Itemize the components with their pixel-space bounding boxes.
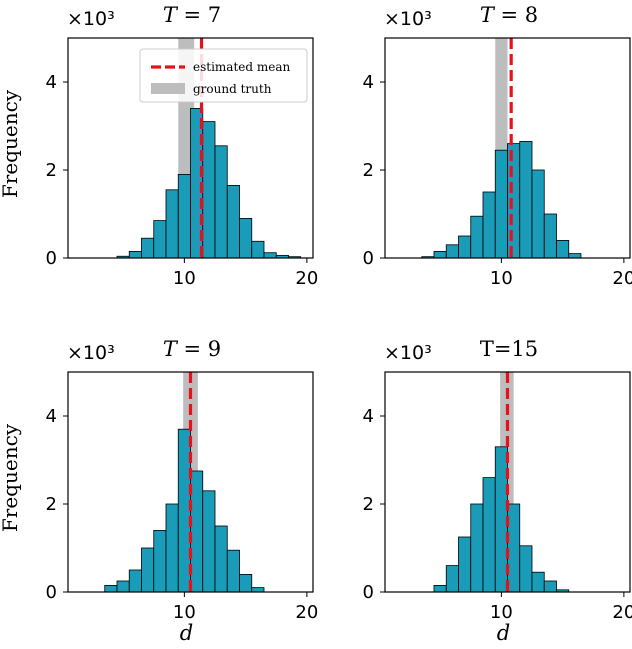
legend-ground-truth-label: ground truth — [193, 82, 272, 96]
axes-frame — [384, 371, 631, 593]
x-tick-label: 10 — [490, 602, 513, 623]
histogram-bar — [165, 503, 179, 593]
histogram-bar — [128, 569, 142, 593]
legend-ground-truth-swatch — [151, 83, 185, 94]
histogram-bar — [433, 585, 447, 593]
y-tick-label: 2 — [46, 494, 57, 515]
y-axis-label: Frequency — [0, 89, 22, 198]
histogram-bar — [251, 240, 265, 259]
histogram-bar — [507, 143, 521, 259]
x-tick-label: 20 — [612, 602, 632, 623]
histogram-bar — [202, 121, 216, 259]
y-tick-label: 2 — [46, 160, 57, 181]
histogram-bar — [556, 239, 570, 259]
x-tick-label: 20 — [295, 602, 318, 623]
x-tick-label: 10 — [173, 602, 196, 623]
histogram-bar — [482, 477, 496, 593]
y-tick-label: 4 — [363, 72, 374, 93]
histogram-bar — [226, 184, 240, 259]
histogram-bar — [458, 536, 472, 593]
histogram-bar — [494, 149, 508, 259]
x-axis-label: d — [497, 621, 510, 645]
y-scale-label: ×10³ — [67, 342, 115, 364]
histogram-bar — [568, 253, 582, 259]
histogram-bar — [141, 547, 155, 593]
x-tick-label: 20 — [295, 268, 318, 289]
histogram-bar — [214, 525, 228, 593]
histogram-bar — [445, 244, 459, 259]
histogram-bar — [543, 213, 557, 259]
histogram-bar — [116, 580, 130, 593]
y-tick-label: 4 — [363, 406, 374, 427]
y-scale-label: ×10³ — [384, 342, 432, 364]
histogram-bar — [239, 574, 253, 593]
y-tick-label: 4 — [46, 72, 57, 93]
x-tick-label: 20 — [612, 268, 632, 289]
panel-title: T = 9 — [163, 337, 221, 361]
histogram-bar — [263, 252, 277, 259]
histogram-bar — [214, 145, 228, 259]
y-scale-label: ×10³ — [67, 8, 115, 30]
histogram-bar — [543, 580, 557, 593]
histogram-bar — [165, 189, 179, 259]
histogram-bar — [458, 235, 472, 259]
y-tick-label: 4 — [46, 406, 57, 427]
legend: estimated mean ground truth — [139, 48, 308, 103]
y-tick-label: 0 — [46, 248, 57, 269]
x-tick-label: 10 — [173, 268, 196, 289]
panel-title: T = 8 — [480, 3, 538, 27]
y-tick-label: 0 — [363, 582, 374, 603]
panel-title: T=15 — [480, 337, 538, 361]
histogram-bar — [531, 571, 545, 593]
histogram-bar — [494, 446, 508, 593]
histogram-bar — [226, 549, 240, 593]
histogram-bar — [153, 530, 167, 593]
histogram-bar — [531, 169, 545, 259]
panel-4: 10 20 0 2 4 ×10³ T=15 d — [363, 337, 632, 645]
panel-1: 10 20 0 2 4 ×10³ T = 7 Frequency estimated mean g… — [0, 3, 318, 289]
histogram-bar — [251, 587, 265, 593]
histogram-bar — [128, 250, 142, 259]
y-tick-label: 2 — [363, 160, 374, 181]
y-tick-label: 0 — [363, 248, 374, 269]
panel-title: T = 7 — [163, 3, 221, 27]
panel-2: 10 20 0 2 4 ×10³ T = 8 — [363, 3, 632, 289]
histogram-bar — [153, 220, 167, 259]
x-axis-label: d — [180, 621, 193, 645]
histogram-bar — [433, 250, 447, 259]
histogram-bar — [470, 215, 484, 259]
axes-frame — [67, 371, 314, 593]
histogram-bar — [104, 585, 118, 593]
histogram-bar — [445, 565, 459, 593]
axes-frame — [67, 37, 314, 259]
histogram-bar — [177, 428, 191, 593]
histogram-bar — [519, 545, 533, 593]
histogram-bar — [470, 503, 484, 593]
y-tick-label: 0 — [46, 582, 57, 603]
panel-3: 10 20 0 2 4 ×10³ T = 9 Frequency d — [0, 337, 318, 645]
axes-frame — [384, 37, 631, 259]
histogram-bar — [519, 140, 533, 259]
y-axis-label: Frequency — [0, 423, 22, 532]
legend-mean-label: estimated mean — [193, 60, 291, 74]
y-tick-label: 2 — [363, 494, 374, 515]
x-tick-label: 10 — [490, 268, 513, 289]
histogram-bar — [202, 490, 216, 593]
histogram-bar — [482, 191, 496, 259]
histogram-bar — [507, 503, 521, 593]
histogram-bar — [141, 237, 155, 259]
y-scale-label: ×10³ — [384, 8, 432, 30]
histogram-bar — [177, 173, 191, 259]
histogram-bar — [190, 470, 204, 593]
histogram-bar — [239, 217, 253, 259]
